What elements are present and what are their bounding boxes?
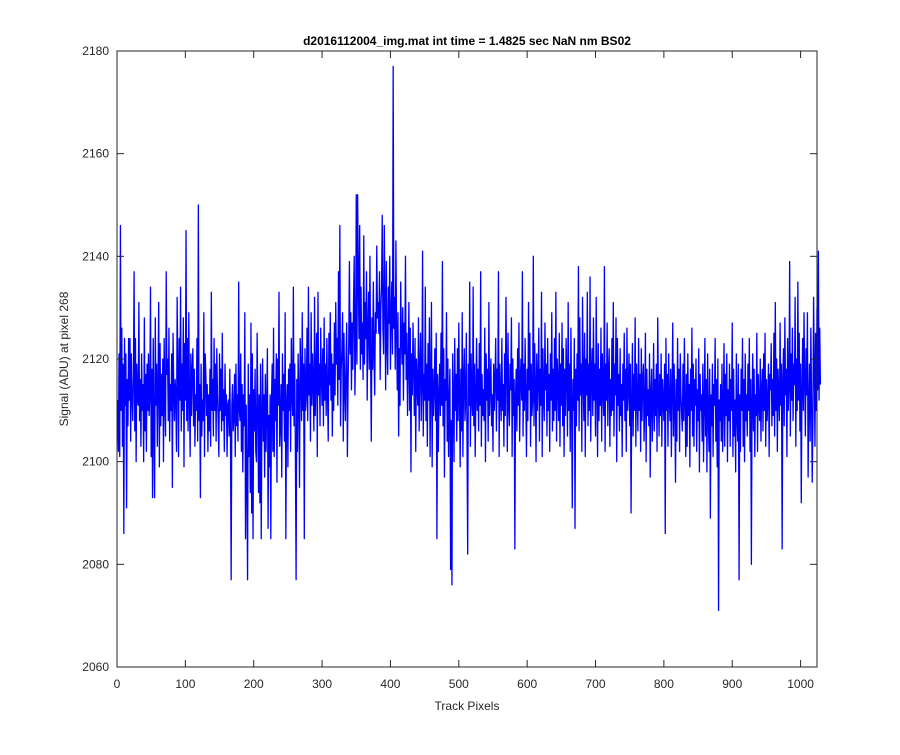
y-tick-label: 2160	[82, 147, 109, 161]
y-axis-label: Signal (ADU) at pixel 268	[57, 291, 71, 426]
x-tick-label: 1000	[787, 677, 814, 691]
chart-title: d2016112004_img.mat int time = 1.4825 se…	[303, 34, 631, 48]
y-tick-label: 2140	[82, 249, 109, 263]
series-line-0	[117, 65, 822, 612]
x-tick-label: 0	[114, 677, 121, 691]
x-tick-label: 300	[312, 677, 332, 691]
x-axis: 0 100 200 300 400 500 600 700 800 900 1000	[114, 51, 814, 691]
x-tick-label: 800	[654, 677, 674, 691]
x-tick-label: 100	[175, 677, 195, 691]
y-tick-label: 2180	[82, 44, 109, 58]
x-tick-label: 500	[449, 677, 469, 691]
x-tick-label: 600	[517, 677, 537, 691]
x-axis-label: Track Pixels	[435, 699, 500, 713]
series-layer	[117, 65, 822, 612]
x-tick-label: 200	[244, 677, 264, 691]
y-axis: 2060 2080 2100 2120 2140 2160 2180	[82, 44, 817, 674]
y-tick-label: 2100	[82, 455, 109, 469]
y-tick-label: 2080	[82, 557, 109, 571]
x-tick-label: 400	[380, 677, 400, 691]
x-tick-label: 700	[586, 677, 606, 691]
x-tick-label: 900	[722, 677, 742, 691]
y-tick-label: 2120	[82, 352, 109, 366]
y-tick-label: 2060	[82, 660, 109, 674]
